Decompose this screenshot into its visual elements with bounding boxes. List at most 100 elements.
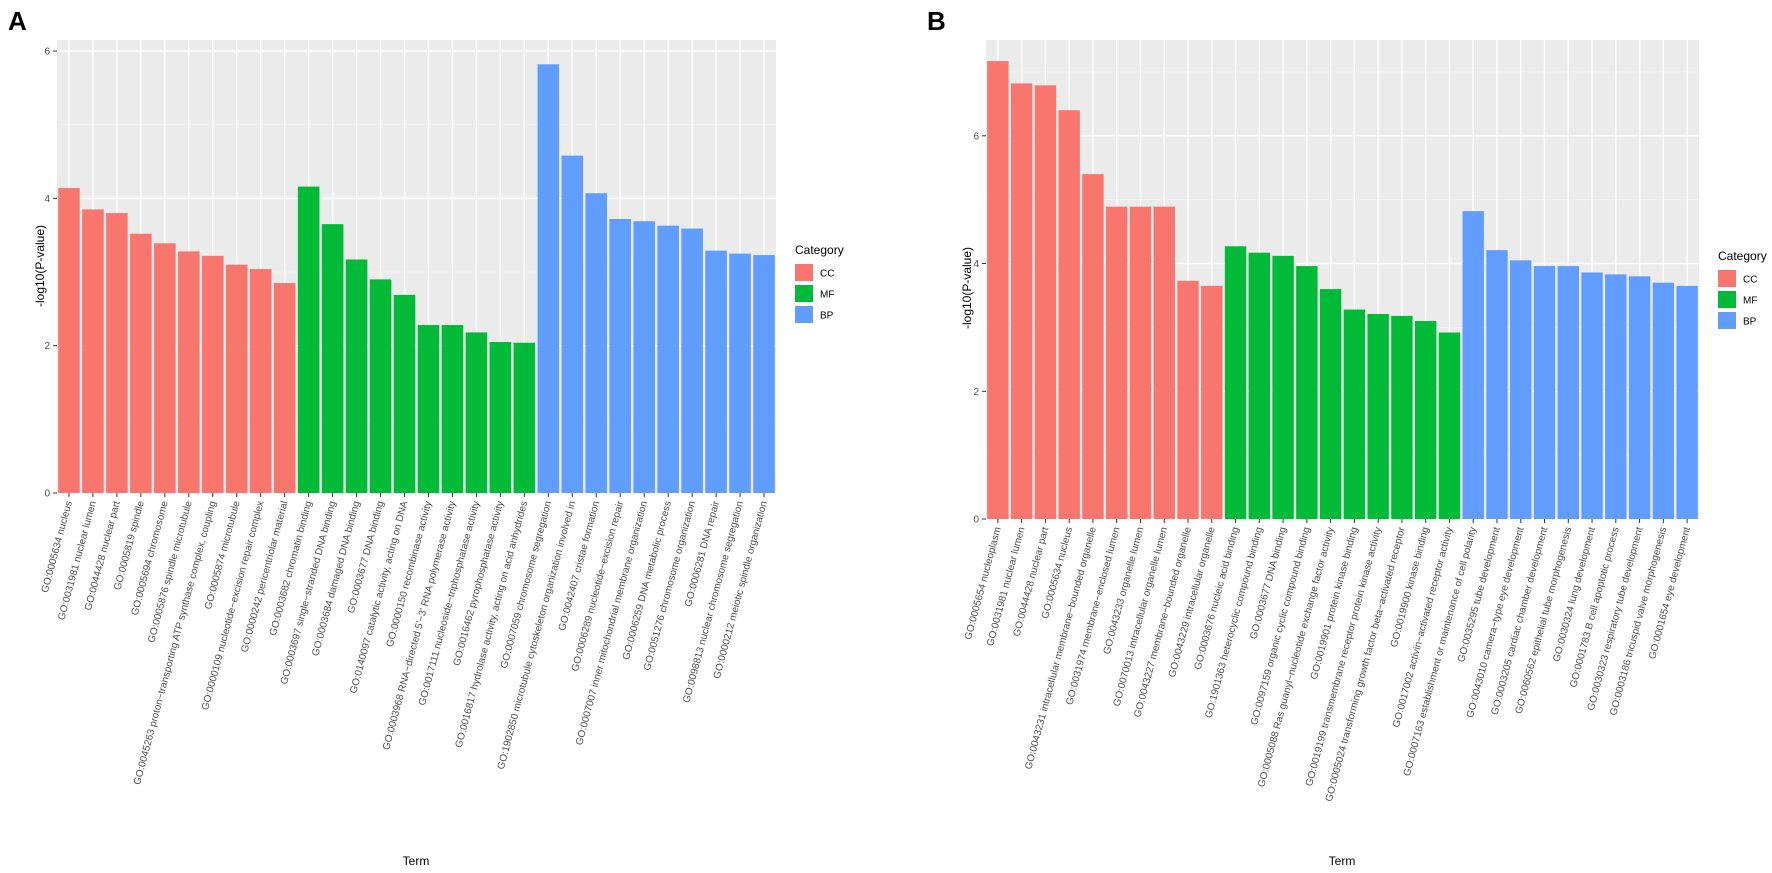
bar: [1177, 280, 1199, 519]
legend-key: [795, 306, 813, 323]
legend-a: Category CC MF BP: [795, 243, 844, 323]
legend-title-a: Category: [795, 243, 844, 257]
bar: [1010, 83, 1033, 520]
bar: [513, 342, 536, 493]
bar: [345, 259, 368, 493]
bar: [1248, 252, 1271, 519]
bar: [729, 253, 751, 493]
bar: [753, 255, 775, 493]
y-axis-a: 0 2 4 6: [44, 47, 57, 500]
bar: [561, 155, 584, 493]
legend-label: BP: [1743, 317, 1757, 328]
bar: [633, 221, 655, 493]
legend-label: CC: [1743, 275, 1757, 286]
legend-key: [795, 285, 813, 302]
y-tick-label: 0: [44, 489, 50, 500]
y-axis-b: 0 2 4 6: [973, 131, 986, 526]
bar: [154, 243, 176, 493]
bar: [657, 225, 679, 493]
bar: [1486, 250, 1508, 519]
x-axis-title-b: Term: [1329, 854, 1356, 868]
bar: [585, 193, 608, 493]
bar: [369, 279, 392, 493]
bar: [1533, 266, 1556, 519]
bars-b: [987, 61, 1698, 520]
y-axis-title-a: -log10(P-value): [33, 225, 47, 307]
y-axis-title-b: -log10(P-value): [960, 247, 974, 329]
bar: [1462, 211, 1484, 520]
bar: [106, 213, 128, 493]
bar: [1414, 321, 1437, 519]
bar: [1676, 285, 1698, 519]
bar: [1082, 174, 1104, 519]
bar: [1391, 315, 1413, 519]
bar: [441, 325, 464, 493]
bar: [1605, 274, 1627, 519]
bar: [1557, 266, 1579, 519]
legend-label: MF: [1743, 296, 1757, 307]
bar: [1438, 332, 1461, 519]
bar: [489, 342, 512, 493]
y-tick-label: 2: [44, 341, 50, 352]
bar: [321, 224, 344, 493]
bar: [297, 186, 320, 493]
y-tick-label: 0: [973, 515, 979, 526]
bar: [225, 264, 248, 493]
bar: [1296, 266, 1318, 519]
bar: [1510, 260, 1532, 519]
bar: [1319, 289, 1342, 519]
plot-background-b: [986, 40, 1699, 519]
legend-b: Category CC MF BP: [1718, 249, 1767, 329]
bar: [249, 269, 272, 493]
bar: [1367, 313, 1389, 519]
bar: [1628, 276, 1651, 519]
legend-key: [1718, 312, 1736, 329]
bar: [1106, 206, 1128, 519]
legend-key: [1718, 270, 1736, 287]
bar: [1058, 110, 1080, 520]
legend-label: BP: [820, 311, 834, 322]
x-axis-title-a: Term: [403, 854, 430, 868]
bar: [1272, 255, 1294, 520]
bar: [681, 228, 703, 493]
bar: [1581, 272, 1603, 519]
bar: [705, 250, 727, 493]
panel-b: B 0 2 4 6 GO:0005654 nucleoplasmGO:0031981 …: [927, 6, 1767, 868]
bar: [201, 255, 224, 493]
bar: [1224, 246, 1247, 519]
bar: [1034, 85, 1057, 519]
legend-key: [795, 264, 813, 281]
panel-label-b: B: [927, 6, 946, 36]
bar: [609, 218, 632, 494]
bar: [1652, 282, 1675, 519]
bar: [178, 251, 200, 493]
y-tick-label: 6: [973, 131, 979, 142]
bar: [393, 294, 416, 493]
bar: [537, 64, 560, 494]
bar: [82, 209, 104, 494]
bar: [1201, 285, 1223, 519]
legend-title-b: Category: [1718, 249, 1767, 263]
y-tick-label: 2: [973, 387, 979, 398]
bar: [987, 61, 1009, 520]
y-tick-label: 4: [973, 259, 979, 270]
bar: [465, 332, 488, 493]
panel-label-a: A: [8, 6, 27, 36]
y-tick-label: 6: [44, 47, 50, 58]
bar: [58, 188, 80, 494]
bar: [273, 283, 296, 493]
bar: [1129, 206, 1152, 519]
legend-label: MF: [820, 290, 834, 301]
plot-background-a: [57, 40, 776, 493]
legend-label: CC: [820, 269, 834, 280]
bar: [1343, 309, 1366, 519]
legend-key: [1718, 291, 1736, 308]
bars-a: [58, 64, 775, 494]
bar: [1153, 206, 1175, 519]
y-tick-label: 4: [44, 194, 50, 205]
